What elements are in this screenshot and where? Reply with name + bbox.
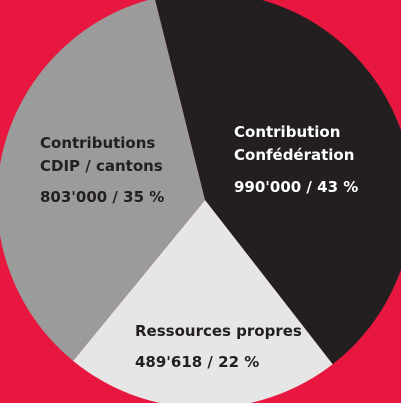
value-label: 489'618 / 22 % <box>135 353 259 371</box>
slice-label: Confédération <box>234 146 354 164</box>
pie-slice <box>155 0 401 365</box>
value-label: 803'000 / 35 % <box>40 188 164 206</box>
slice-label: Contribution <box>234 123 340 141</box>
value-label: 990'000 / 43 % <box>234 178 358 196</box>
pie-slice <box>73 200 333 403</box>
pie-slice <box>0 0 205 361</box>
slice-label: Ressources propres <box>135 322 302 340</box>
slice-label: Contributions <box>40 134 155 152</box>
slice-label: CDIP / cantons <box>40 157 163 175</box>
